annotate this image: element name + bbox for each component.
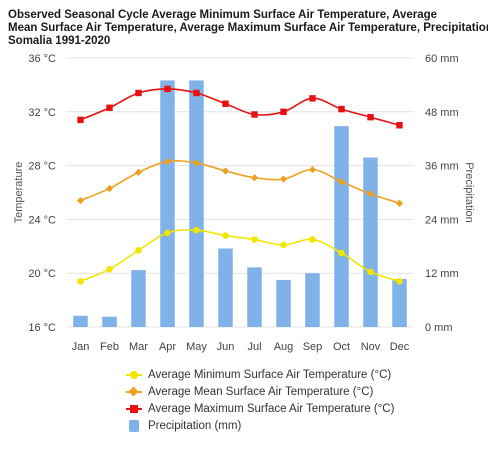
y-right-tick-label: 0 mm (425, 322, 453, 334)
precipitation-bar (160, 80, 175, 328)
mean-temp-point (366, 190, 375, 198)
min-temp-point (367, 268, 374, 276)
mean-temp-point (250, 174, 259, 182)
y-left-tick-label: 16 °C (28, 322, 56, 334)
precipitation-bar (73, 315, 88, 327)
max-temp-point (251, 111, 258, 118)
mean-temp-point (221, 167, 230, 175)
y-right-tick-label: 48 mm (425, 107, 459, 119)
precipitation-bar (276, 279, 291, 327)
max-temp-series-line (80, 88, 400, 127)
legend-label: Average Maximum Surface Air Temperature … (148, 402, 395, 415)
precipitation-bar (363, 157, 378, 327)
mean-temp-series-line (80, 160, 400, 205)
y-left-tick-label: 20 °C (28, 268, 56, 280)
max-temp-point (222, 100, 229, 107)
y-left-tick-label: 24 °C (28, 214, 56, 226)
mean-temp-point (279, 175, 288, 183)
x-tick-label: Dec (390, 341, 410, 353)
mean-temp-point (337, 178, 346, 186)
legend: Average Minimum Surface Air Temperature … (126, 366, 394, 434)
x-tick-label: Apr (159, 341, 176, 353)
min-temp-point (77, 277, 84, 285)
min-temp-point (106, 265, 113, 273)
max-temp-point (309, 95, 316, 102)
chart-title-line-2: Mean Surface Air Temperature, Average Ma… (8, 22, 488, 34)
precipitation-bar (218, 248, 233, 327)
precipitation-bar (334, 126, 349, 327)
legend-line-swatch (126, 369, 142, 381)
max-temp-point (193, 89, 200, 97)
y-left-tick-label: 28 °C (28, 161, 56, 173)
precipitation-bar (392, 279, 407, 327)
legend-item: Average Mean Surface Air Temperature (°C… (126, 383, 394, 400)
min-temp-point (338, 249, 345, 257)
precipitation-bar (131, 270, 146, 327)
x-tick-label: Feb (100, 341, 119, 353)
mean-temp-point (308, 166, 317, 174)
mean-temp-point (134, 168, 143, 176)
legend-label: Average Mean Surface Air Temperature (°C… (148, 385, 374, 398)
x-tick-label: Oct (333, 341, 350, 353)
legend-bar-swatch (126, 419, 142, 432)
x-tick-label: Aug (274, 341, 294, 353)
max-temp-point (367, 113, 374, 121)
legend-label: Precipitation (mm) (148, 419, 242, 432)
x-tick-label: May (186, 341, 207, 353)
x-tick-label: Mar (129, 341, 148, 353)
max-temp-point (135, 89, 142, 97)
legend-label: Average Minimum Surface Air Temperature … (148, 368, 392, 381)
min-temp-point (251, 236, 258, 243)
precipitation-bar (102, 316, 117, 327)
max-temp-point (338, 105, 345, 113)
mean-temp-point (192, 159, 201, 167)
mean-temp-point (163, 157, 172, 166)
min-temp-point (164, 229, 171, 237)
min-temp-point (193, 226, 200, 234)
max-temp-point (106, 104, 113, 111)
y-right-tick-label: 36 mm (425, 161, 459, 173)
y-left-tick-label: 32 °C (28, 107, 56, 119)
legend-item: Average Maximum Surface Air Temperature … (126, 400, 394, 417)
mean-temp-point (76, 196, 85, 205)
min-temp-point (135, 247, 142, 254)
max-temp-point (280, 108, 287, 115)
y-right-tick-label: 12 mm (425, 268, 459, 280)
min-temp-point (280, 241, 287, 249)
x-tick-label: Nov (361, 341, 381, 353)
precipitation-bar (247, 267, 262, 327)
chart-title-line-1: Observed Seasonal Cycle Average Minimum … (8, 9, 438, 21)
max-temp-point (396, 122, 403, 129)
y-left-axis-title: Temperature (13, 162, 25, 224)
min-temp-point (222, 232, 229, 239)
x-tick-label: Sep (303, 341, 323, 353)
y-right-tick-label: 60 mm (425, 53, 459, 65)
chart-title-line-3: Somalia 1991-2020 (8, 35, 111, 47)
max-temp-point (164, 85, 171, 93)
x-tick-label: Jan (72, 341, 90, 353)
legend-item: Average Minimum Surface Air Temperature … (126, 366, 394, 383)
mean-temp-point (105, 184, 114, 193)
min-temp-point (396, 277, 403, 285)
x-tick-label: Jun (217, 341, 235, 353)
mean-temp-point (395, 199, 404, 207)
legend-line-swatch (126, 386, 142, 398)
y-left-tick-label: 36 °C (28, 53, 56, 65)
y-right-tick-label: 24 mm (425, 214, 459, 226)
x-tick-label: Jul (247, 341, 261, 353)
precipitation-bar (189, 80, 204, 328)
min-temp-point (309, 236, 316, 243)
y-right-axis-title: Precipitation (463, 162, 475, 223)
max-temp-point (77, 116, 84, 124)
precipitation-bar (305, 273, 320, 327)
legend-line-swatch (126, 403, 142, 415)
legend-item: Precipitation (mm) (126, 417, 394, 434)
